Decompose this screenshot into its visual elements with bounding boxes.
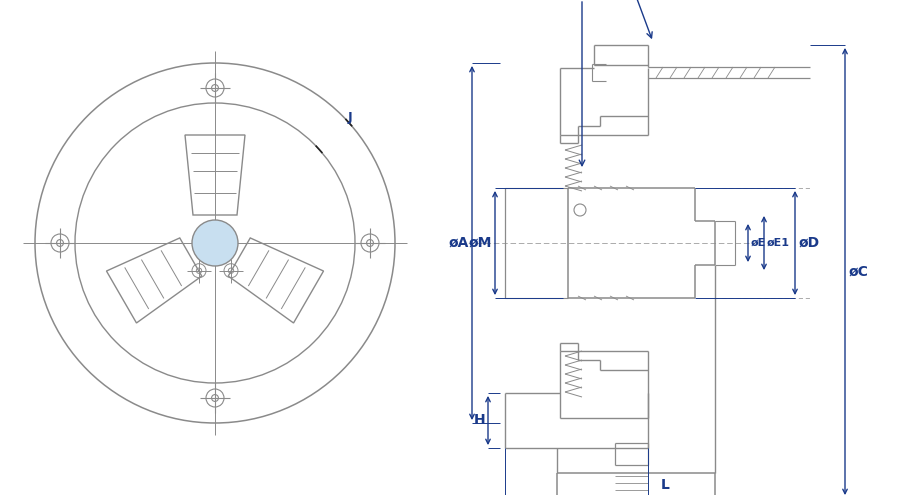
Text: øD: øD bbox=[798, 236, 819, 250]
Text: øE: øE bbox=[751, 238, 766, 248]
Text: øE1: øE1 bbox=[767, 238, 790, 248]
Text: øM: øM bbox=[469, 236, 492, 250]
Circle shape bbox=[192, 220, 238, 266]
Text: L: L bbox=[661, 478, 670, 492]
Text: øC: øC bbox=[848, 264, 868, 279]
Text: H: H bbox=[473, 413, 485, 428]
Text: J: J bbox=[347, 111, 352, 124]
Text: øA: øA bbox=[448, 236, 469, 250]
